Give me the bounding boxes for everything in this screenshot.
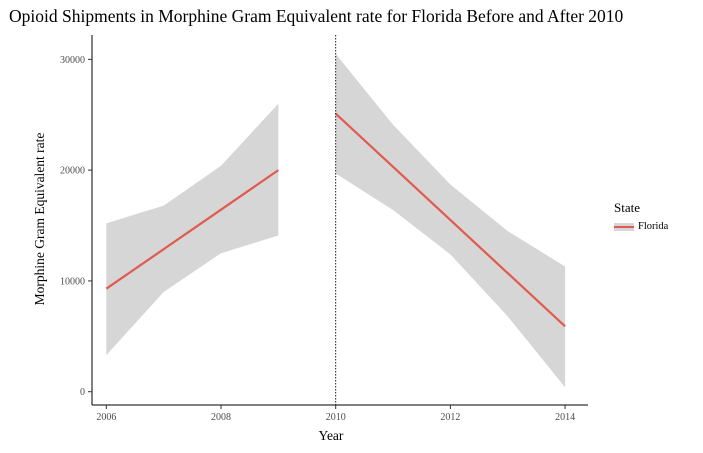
- trend-line-before-2010: [105, 169, 279, 290]
- legend: State Florida: [614, 200, 668, 232]
- legend-key-swatch: [614, 222, 634, 231]
- x-tick-label: 2010: [326, 412, 346, 423]
- trend-line-after-2010: [334, 112, 566, 328]
- legend-item-florida: Florida: [614, 221, 668, 232]
- x-tick-label: 2008: [211, 412, 231, 423]
- y-axis-title: Morphine Gram Equivalent rate: [32, 133, 47, 306]
- chart-title: Opioid Shipments in Morphine Gram Equiva…: [9, 6, 624, 26]
- x-tick-label: 2012: [440, 412, 460, 423]
- confidence-bands: [106, 53, 566, 388]
- axes: [91, 35, 588, 406]
- x-tick-label: 2014: [555, 412, 575, 423]
- legend-item-label: Florida: [638, 221, 669, 232]
- y-tick-label: 10000: [60, 276, 85, 287]
- legend-title: State: [614, 200, 640, 215]
- x-tick-label: 2006: [96, 412, 116, 423]
- tick-marks: 2006 2008 2010 2012 2014 0 10000 20000 30000: [60, 55, 575, 423]
- trend-lines: [105, 112, 566, 328]
- x-axis-title: Year: [319, 428, 344, 443]
- y-tick-label: 20000: [60, 166, 85, 177]
- y-tick-label: 0: [80, 387, 85, 398]
- y-tick-label: 30000: [60, 55, 85, 66]
